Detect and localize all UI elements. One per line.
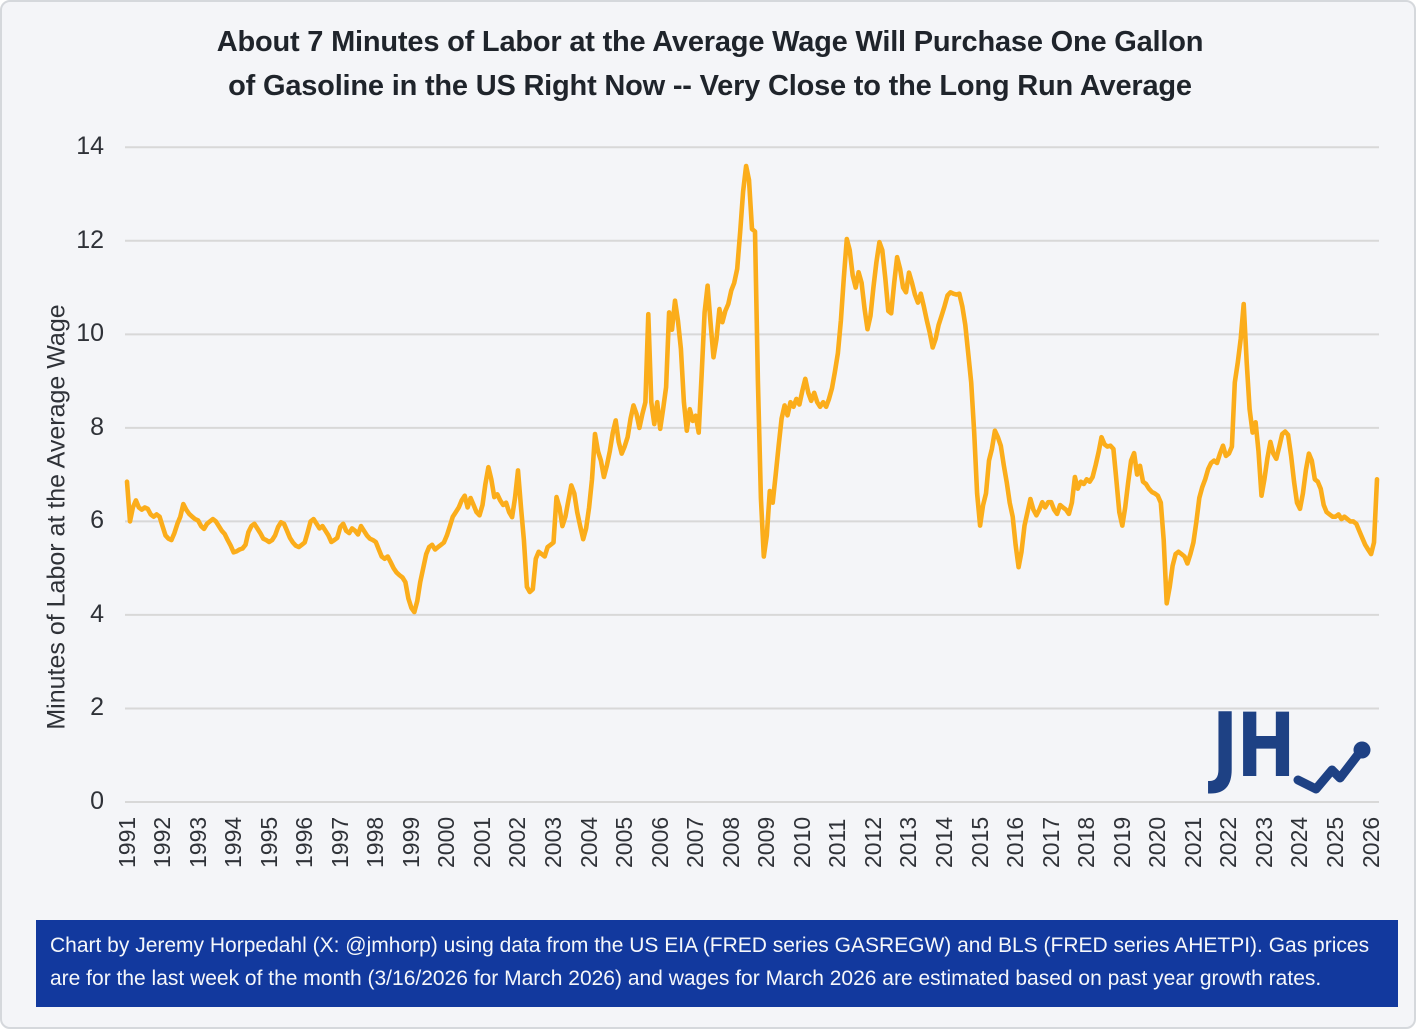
x-tick-label-2022: 2022 — [1215, 816, 1242, 868]
x-tick-label-2017: 2017 — [1037, 816, 1064, 868]
attribution-text: Chart by Jeremy Horpedahl (X: @jmhorp) u… — [50, 934, 1370, 990]
x-tick-label-2020: 2020 — [1144, 816, 1171, 868]
y-tick-label-2: 2 — [90, 693, 104, 722]
x-tick-label-2014: 2014 — [931, 816, 958, 868]
y-tick-label-14: 14 — [76, 132, 104, 161]
y-tick-label-4: 4 — [90, 599, 104, 628]
y-tick-label-6: 6 — [90, 506, 104, 535]
y-tick-label-12: 12 — [76, 225, 104, 254]
x-tick-label-2021: 2021 — [1179, 816, 1206, 868]
x-tick-label-2010: 2010 — [788, 816, 815, 868]
x-tick-label-2015: 2015 — [966, 816, 993, 868]
x-tick-label-2026: 2026 — [1357, 816, 1384, 868]
x-tick-label-1995: 1995 — [255, 816, 282, 868]
x-tick-label-2006: 2006 — [646, 816, 673, 868]
chart-title: About 7 Minutes of Labor at the Average … — [2, 20, 1414, 108]
attribution-footer: Chart by Jeremy Horpedahl (X: @jmhorp) u… — [36, 920, 1398, 1007]
chart-title-line-1: About 7 Minutes of Labor at the Average … — [216, 26, 1204, 58]
x-tick-label-2009: 2009 — [753, 816, 780, 868]
jh-logo-text: JH — [1208, 700, 1294, 797]
x-tick-label-2008: 2008 — [717, 816, 744, 868]
x-tick-label-2001: 2001 — [468, 816, 495, 868]
jh-logo-trend-dot — [1353, 741, 1371, 759]
x-tick-label-2013: 2013 — [895, 816, 922, 868]
x-tick-label-1993: 1993 — [184, 816, 211, 868]
x-tick-label-2025: 2025 — [1322, 816, 1349, 868]
x-tick-label-2023: 2023 — [1250, 816, 1277, 868]
y-tick-label-0: 0 — [90, 787, 104, 815]
x-tick-label-2007: 2007 — [682, 816, 709, 868]
jh-logo-cut — [1296, 742, 1328, 786]
x-tick-label-2003: 2003 — [540, 816, 567, 868]
x-tick-label-1998: 1998 — [362, 816, 389, 868]
x-tick-label-2005: 2005 — [611, 816, 638, 868]
x-tick-label-1992: 1992 — [149, 816, 176, 868]
jh-logo-trend-line — [1293, 747, 1365, 794]
x-tick-label-1991: 1991 — [113, 816, 140, 868]
x-tick-label-1999: 1999 — [397, 816, 424, 868]
x-tick-label-2012: 2012 — [859, 816, 886, 868]
x-tick-label-2016: 2016 — [1002, 816, 1029, 868]
x-tick-label-1994: 1994 — [220, 816, 247, 868]
x-tick-label-2019: 2019 — [1108, 816, 1135, 868]
x-tick-label-2018: 2018 — [1073, 816, 1100, 868]
y-tick-label-8: 8 — [90, 412, 104, 441]
x-tick-label-2002: 2002 — [504, 816, 531, 868]
x-tick-label-1997: 1997 — [326, 816, 353, 868]
x-tick-label-2004: 2004 — [575, 816, 602, 868]
x-tick-label-2011: 2011 — [824, 818, 851, 868]
y-tick-label-10: 10 — [76, 319, 104, 348]
gas-minutes-line — [124, 163, 1380, 615]
x-tick-label-1996: 1996 — [291, 816, 318, 868]
jh-logo: JH — [1208, 700, 1371, 797]
x-tick-label-2024: 2024 — [1286, 816, 1313, 868]
chart-title-line-2: of Gasoline in the US Right Now -- Very … — [228, 70, 1192, 102]
x-tick-label-2000: 2000 — [433, 816, 460, 868]
